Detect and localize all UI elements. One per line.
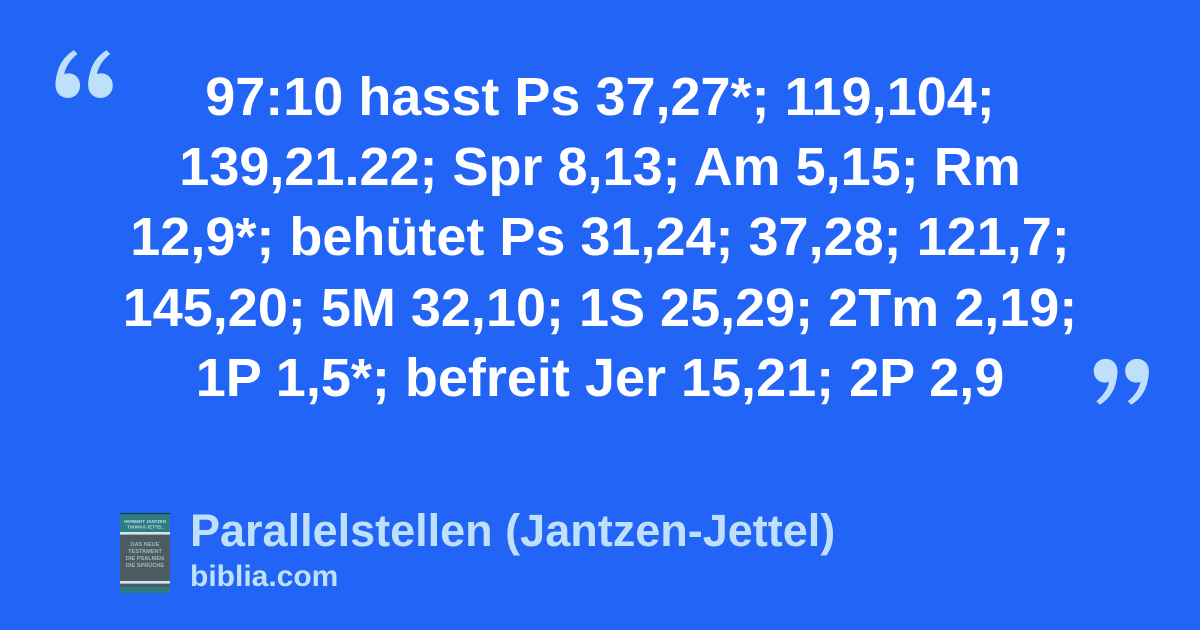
svg-text:DIE SPRÜCHE: DIE SPRÜCHE	[126, 562, 164, 569]
svg-text:THOMAS JETTEL: THOMAS JETTEL	[127, 525, 163, 530]
svg-text:DAS NEUE: DAS NEUE	[131, 542, 160, 548]
svg-text:DIE PSALMEN: DIE PSALMEN	[126, 556, 164, 562]
svg-text:TESTAMENT: TESTAMENT	[128, 549, 162, 555]
svg-text:HERBERT JANTZEN: HERBERT JANTZEN	[124, 519, 166, 524]
